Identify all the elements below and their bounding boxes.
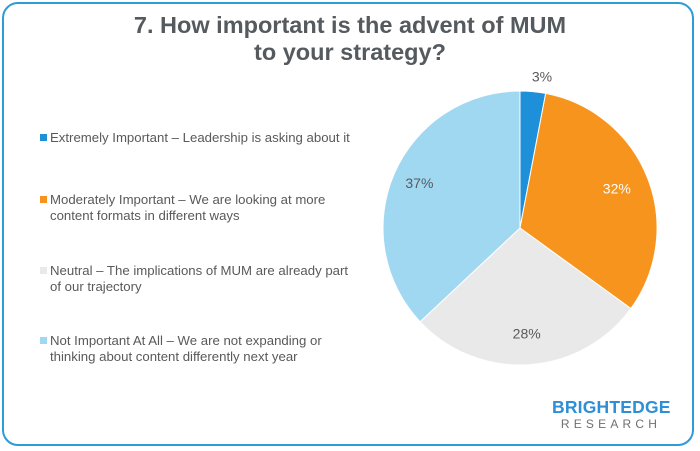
chart-title: 7. How important is the advent of MUM to… bbox=[0, 12, 700, 66]
legend-swatch bbox=[40, 196, 47, 203]
legend-item: Not Important At All – We are not expand… bbox=[40, 333, 322, 365]
data-label: 37% bbox=[405, 175, 433, 191]
legend-label-line: Moderately Important – We are looking at… bbox=[50, 192, 326, 207]
logo-name: BRIGHTEDGE bbox=[552, 397, 671, 417]
data-label: 28% bbox=[513, 325, 541, 341]
legend-label-line: content formats in different ways bbox=[50, 208, 240, 223]
legend-swatch bbox=[40, 134, 47, 141]
chart-title-line-2: to your strategy? bbox=[254, 39, 446, 65]
legend-label-line: Extremely Important – Leadership is aski… bbox=[50, 130, 350, 145]
legend-label-line: Neutral – The implications of MUM are al… bbox=[50, 263, 349, 278]
legend-label-line: thinking about content differently next … bbox=[50, 349, 298, 364]
logo-sub: RESEARCH bbox=[560, 417, 662, 431]
legend-item: Neutral – The implications of MUM are al… bbox=[40, 263, 348, 295]
legend-swatch bbox=[40, 267, 47, 274]
data-label: 3% bbox=[532, 69, 552, 85]
legend-label-line: of our trajectory bbox=[50, 279, 142, 294]
pie-slice bbox=[419, 227, 632, 366]
data-label: 32% bbox=[603, 180, 631, 196]
legend-item: Extremely Important – Leadership is aski… bbox=[40, 130, 350, 146]
legend-item: Moderately Important – We are looking at… bbox=[40, 192, 325, 224]
legend-label-line: Not Important At All – We are not expand… bbox=[50, 333, 322, 348]
pie-slice bbox=[519, 92, 658, 310]
chart-title-line-1: 7. How important is the advent of MUM bbox=[133, 12, 567, 38]
pie-slice bbox=[382, 90, 521, 323]
brightedge-logo: BRIGHTEDGE RESEARCH bbox=[552, 397, 671, 432]
legend-swatch bbox=[40, 337, 47, 344]
